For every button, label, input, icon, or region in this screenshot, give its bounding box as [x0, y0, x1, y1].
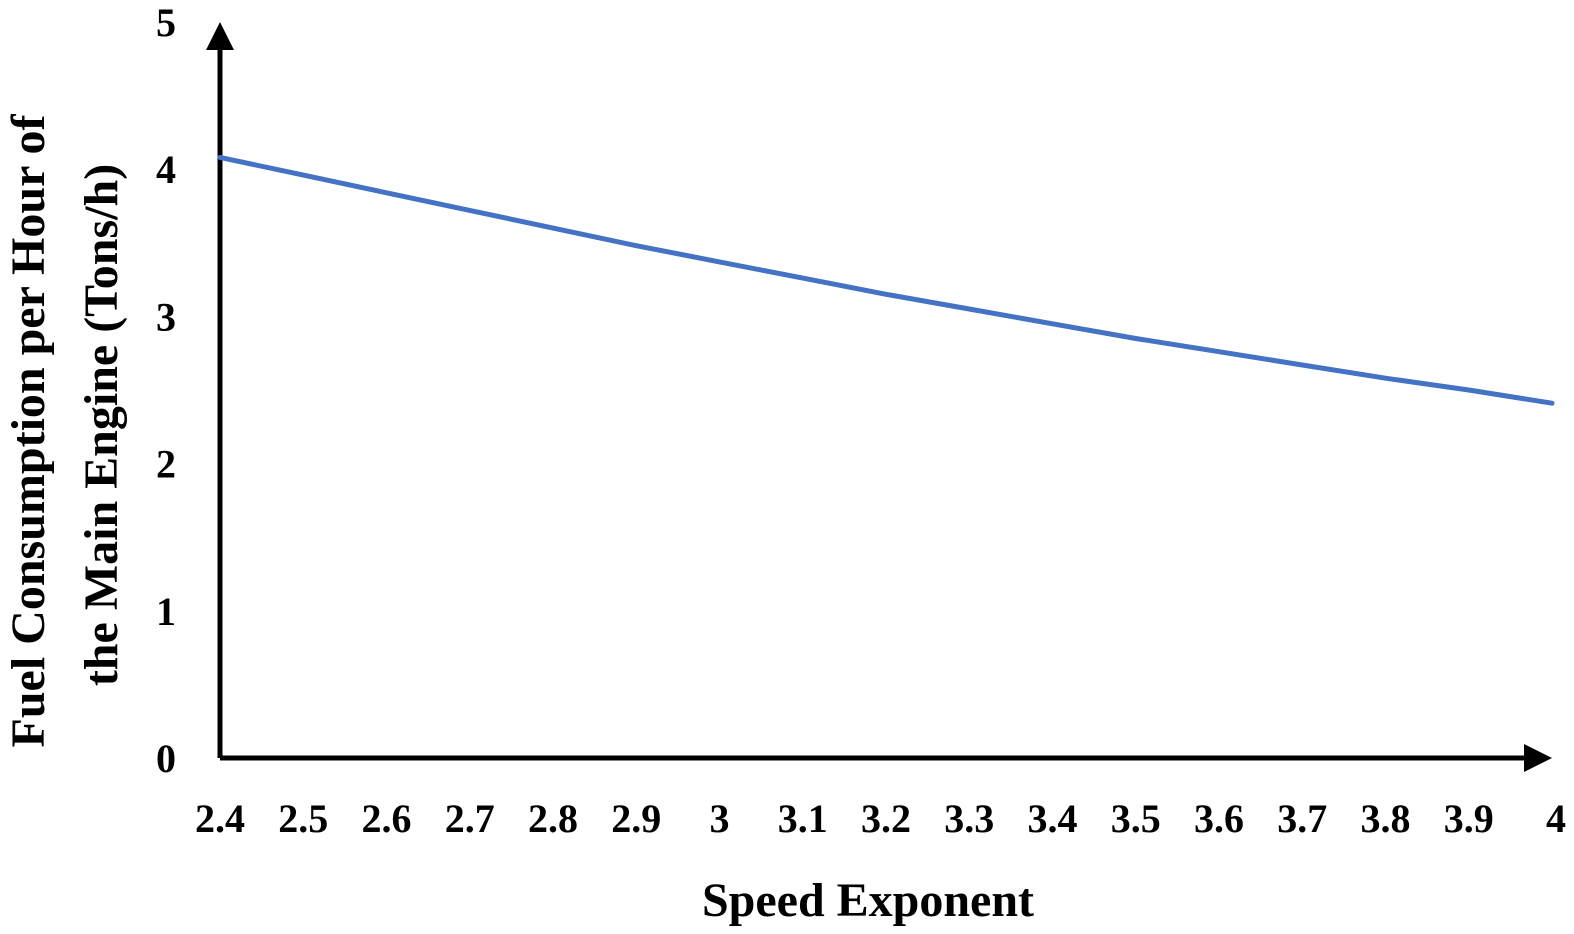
x-tick-label: 3.5 [1111, 796, 1161, 841]
x-tick-label: 2.9 [611, 796, 661, 841]
x-tick-label: 3.1 [778, 796, 828, 841]
x-tick-label: 4 [1546, 796, 1566, 841]
x-tick-label: 3.8 [1361, 796, 1411, 841]
y-axis-arrowhead [206, 22, 234, 50]
x-tick-label: 3.4 [1028, 796, 1078, 841]
y-axis-title-line-1: Fuel Consumption per Hour of [2, 114, 55, 748]
x-tick-label: 3.3 [944, 796, 994, 841]
x-tick-label: 3.7 [1277, 796, 1327, 841]
y-tick-label: 5 [156, 0, 176, 45]
y-tick-label: 4 [156, 147, 176, 192]
x-tick-label: 2.6 [362, 796, 412, 841]
y-axis-title-line-2: the Main Engine (Tons/h) [75, 164, 128, 686]
y-tick-label: 3 [156, 294, 176, 339]
x-tick-label: 2.8 [528, 796, 578, 841]
x-tick-labels: 2.4 2.5 2.6 2.7 2.8 2.9 3 3.1 3.2 3.3 3.4 3.5 3.6 3.7… [195, 796, 1566, 841]
x-tick-label: 2.4 [195, 796, 245, 841]
series-line [217, 154, 1555, 406]
y-tick-label: 2 [156, 442, 176, 487]
y-axis-title: Fuel Consumption per Hour of the Main En… [2, 103, 128, 748]
x-axis-title: Speed Exponent [702, 874, 1034, 927]
x-tick-label: 3.6 [1194, 796, 1244, 841]
x-tick-label: 3.2 [861, 796, 911, 841]
axes [206, 22, 1552, 772]
y-tick-label: 1 [156, 589, 176, 634]
series-group [217, 154, 1555, 406]
x-tick-label: 2.7 [445, 796, 495, 841]
y-tick-label: 0 [156, 736, 176, 781]
x-tick-label: 2.5 [278, 796, 328, 841]
x-tick-label: 3.9 [1444, 796, 1494, 841]
x-axis-arrowhead [1524, 744, 1552, 772]
x-tick-label: 3 [710, 796, 730, 841]
y-tick-labels: 0 1 2 3 4 5 [156, 0, 176, 781]
